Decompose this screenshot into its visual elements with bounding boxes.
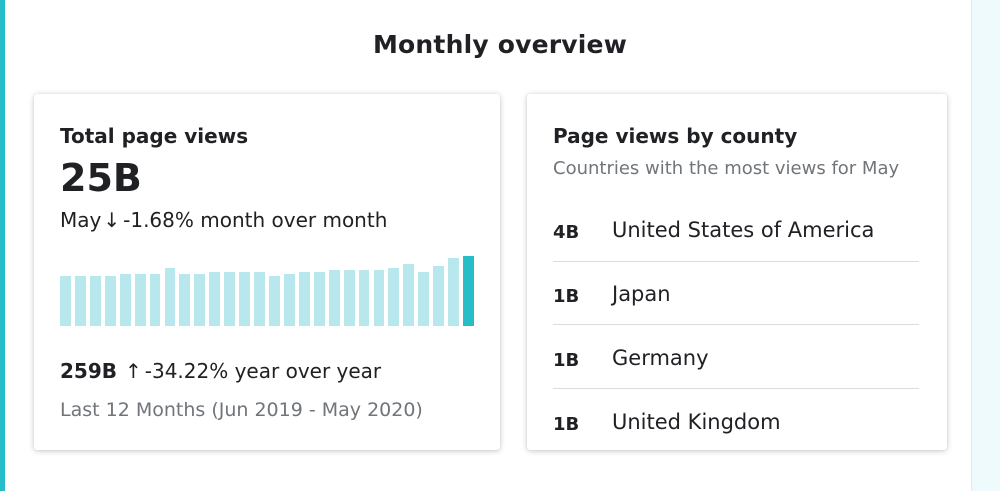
row-divider — [553, 324, 919, 325]
views-by-country-card: Page views by county Countries with the … — [527, 94, 947, 450]
period-label: Last 12 Months (Jun 2019 - May 2020) — [60, 399, 423, 421]
row-divider — [553, 388, 919, 389]
right-panel-border — [971, 0, 972, 491]
right-side-panel — [972, 0, 1000, 491]
bar — [313, 272, 325, 326]
bar — [254, 272, 265, 326]
country-name: Germany — [612, 346, 709, 370]
bar — [433, 266, 445, 326]
year-over-year: 259B ↑ -34.22% year over year — [60, 359, 381, 383]
total-page-views-card: Total page views 25B May ↓ -1.68% month ov… — [34, 94, 500, 450]
bar — [164, 268, 176, 326]
bar — [149, 274, 161, 326]
country-views-count: 1B — [553, 350, 580, 371]
row-divider — [553, 261, 919, 262]
bar — [403, 264, 415, 326]
bar — [134, 274, 146, 326]
left-accent-bar — [0, 0, 5, 491]
bar — [209, 272, 221, 326]
country-views-count: 4B — [553, 222, 580, 243]
bar — [373, 270, 385, 326]
bar — [179, 274, 191, 326]
bar — [224, 272, 236, 326]
bar — [194, 274, 206, 326]
card-title: Total page views — [60, 124, 249, 148]
monthly-bar-chart — [60, 254, 474, 326]
bar-current-month — [463, 256, 474, 326]
bar — [418, 272, 430, 326]
bar — [343, 270, 355, 326]
arrow-down-icon: ↓ — [103, 208, 121, 232]
month-over-month: May ↓ -1.68% month over month — [60, 208, 387, 232]
arrow-up-icon: ↑ — [125, 359, 142, 383]
card-subtitle: Countries with the most views for May — [553, 158, 900, 179]
bar — [104, 276, 116, 326]
bar — [388, 268, 400, 326]
bar — [269, 276, 280, 326]
bar — [298, 272, 310, 326]
page-title: Monthly overview — [372, 30, 628, 59]
bar — [283, 274, 295, 326]
year-total-value: 259B — [60, 359, 117, 383]
bar — [358, 270, 370, 326]
year-change-text: -34.22% year over year — [144, 359, 382, 383]
month-change-text: -1.68% month over month — [123, 208, 388, 232]
bar — [239, 272, 251, 326]
bar — [328, 270, 340, 326]
bar — [119, 274, 131, 326]
country-name: United Kingdom — [612, 410, 781, 434]
card-title: Page views by county — [553, 124, 798, 148]
total-views-value: 25B — [60, 156, 142, 200]
country-name: Japan — [612, 282, 671, 306]
country-views-count: 1B — [553, 414, 580, 435]
country-row: 4B United States of America — [553, 218, 919, 286]
bar — [89, 276, 101, 326]
bar — [448, 258, 460, 326]
bar — [60, 276, 71, 326]
country-row: 1B United Kingdom — [553, 410, 919, 478]
country-row: 1B Germany — [553, 346, 919, 414]
country-views-count: 1B — [553, 286, 580, 307]
month-label: May — [60, 208, 102, 232]
country-name: United States of America — [612, 218, 875, 242]
bar — [74, 276, 86, 326]
country-row: 1B Japan — [553, 282, 919, 350]
